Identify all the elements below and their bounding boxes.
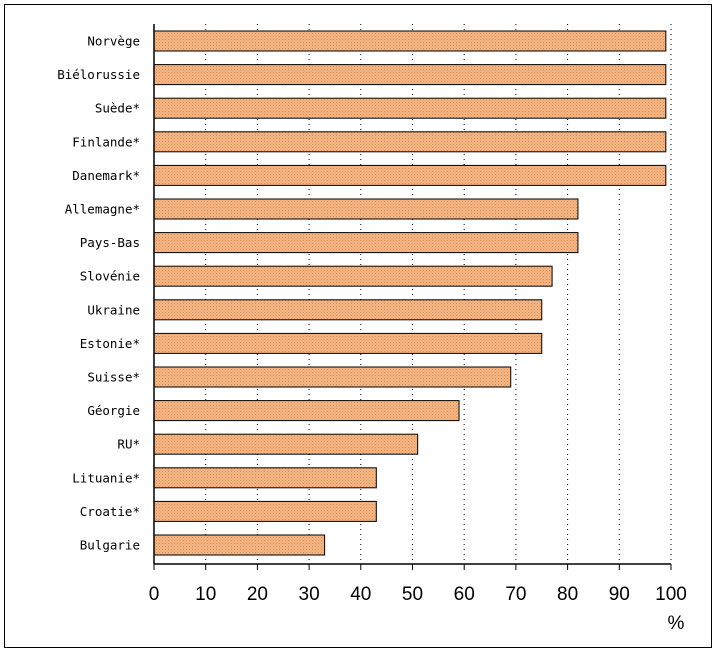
bars — [153, 24, 667, 564]
x-axis: 0 10 20 30 40 50 60 70 80 90 100 — [149, 563, 687, 605]
x-tick-label-70: 70 — [505, 584, 526, 605]
bar-15 — [153, 534, 326, 556]
bar-5 — [153, 198, 579, 220]
category-label-9: Estonie* — [80, 336, 140, 351]
x-unit-label: % — [668, 613, 685, 634]
x-tick-label-100: 100 — [655, 584, 687, 605]
category-label-10: Suisse* — [87, 370, 140, 385]
category-label-4: Danemark* — [72, 168, 140, 183]
category-label-3: Finlande* — [72, 134, 140, 149]
x-tick-label-20: 20 — [247, 584, 268, 605]
category-label-11: Géorgie — [87, 403, 140, 418]
x-tick-label-90: 90 — [609, 584, 630, 605]
x-tick-label-40: 40 — [350, 584, 371, 605]
bar-6 — [153, 232, 579, 254]
bar-1 — [153, 64, 667, 86]
category-label-8: Ukraine — [87, 302, 140, 317]
x-tick-label-60: 60 — [454, 584, 475, 605]
bar-12 — [153, 433, 419, 455]
x-tick-label-30: 30 — [299, 584, 320, 605]
bar-8 — [153, 299, 543, 321]
x-tick-label-0: 0 — [149, 584, 160, 605]
bar-3 — [153, 131, 667, 153]
category-label-7: Slovénie — [80, 269, 140, 284]
category-label-6: Pays-Bas — [80, 235, 140, 250]
category-label-14: Croatie* — [80, 504, 140, 519]
category-label-13: Lituanie* — [72, 470, 140, 485]
x-tick-label-10: 10 — [195, 584, 216, 605]
bar-14 — [153, 500, 377, 522]
category-label-12: RU* — [117, 437, 140, 452]
bar-2 — [153, 97, 667, 119]
category-labels: Norvège Biélorussie Suède* Finlande* Danemar… — [57, 34, 140, 553]
category-label-0: Norvège — [87, 34, 140, 49]
bar-4 — [153, 164, 667, 186]
category-label-15: Bulgarie — [80, 538, 140, 553]
x-tick-label-80: 80 — [557, 584, 578, 605]
bar-7 — [153, 265, 553, 287]
bar-11 — [153, 400, 460, 422]
bar-10 — [153, 366, 512, 388]
category-label-2: Suède* — [95, 101, 140, 116]
category-label-5: Allemagne* — [65, 202, 140, 217]
bar-0 — [153, 30, 667, 52]
bar-9 — [153, 332, 543, 354]
x-tick-label-50: 50 — [402, 584, 423, 605]
category-label-1: Biélorussie — [57, 67, 140, 82]
bar-13 — [153, 467, 377, 489]
